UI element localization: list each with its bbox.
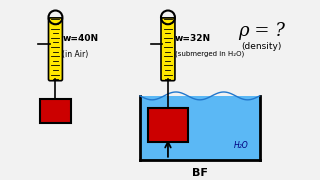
FancyBboxPatch shape (49, 18, 62, 81)
Bar (148, 108, 188, 142)
Text: BF: BF (192, 168, 208, 178)
Text: w=40N: w=40N (62, 33, 99, 42)
Text: (in Air): (in Air) (62, 50, 89, 59)
Bar (40, 99, 71, 123)
Text: (submerged in H₂O): (submerged in H₂O) (175, 50, 244, 57)
Bar (140, 96, 260, 160)
Text: w=32N: w=32N (175, 33, 211, 42)
Text: H₂O: H₂O (234, 141, 249, 150)
Text: ρ = ?: ρ = ? (238, 22, 285, 40)
Text: (density): (density) (241, 42, 282, 51)
FancyBboxPatch shape (161, 18, 175, 81)
